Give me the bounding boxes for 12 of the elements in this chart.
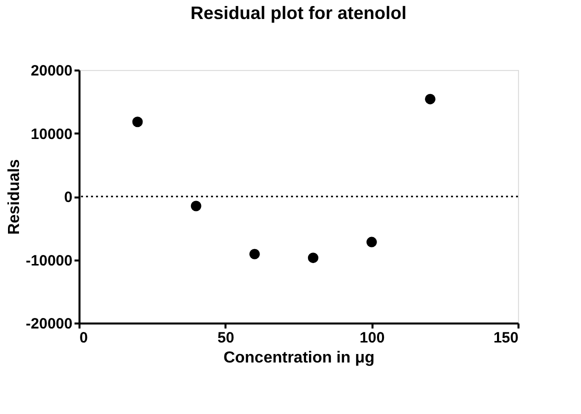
y-tick-label: 20000 (30, 62, 72, 80)
y-tick-label: 10000 (30, 126, 72, 143)
x-axis-title: Concentration in μg (223, 350, 375, 366)
x-tick-label: 50 (217, 330, 234, 346)
y-tick-label: -10000 (26, 252, 72, 270)
x-tick-label: 150 (493, 330, 518, 346)
chart-title: Residual plot for atenolol (190, 3, 407, 23)
y-tick-label: 0 (64, 189, 72, 206)
x-tick-label: 0 (80, 330, 88, 346)
x-tick-label: 100 (360, 330, 385, 346)
y-axis-title: Residuals (6, 159, 23, 235)
y-tick-label: -20000 (26, 316, 72, 332)
